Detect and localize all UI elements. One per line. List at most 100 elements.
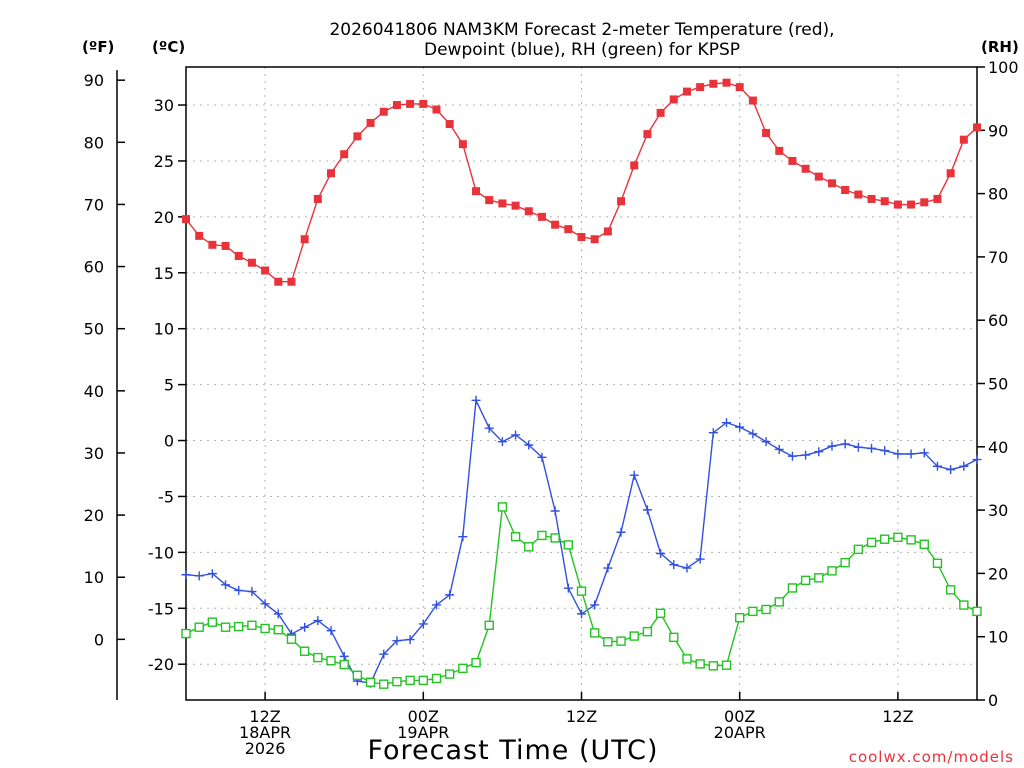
- data-point: [352, 670, 363, 681]
- data-point: [274, 277, 283, 286]
- data-point: [273, 625, 283, 635]
- celsius-tick-label: -5: [158, 487, 174, 506]
- data-point: [498, 199, 507, 208]
- data-point: [445, 590, 455, 600]
- title-line-2: Dewpoint (blue), RH (green) for KPSP: [424, 40, 740, 60]
- data-point: [339, 651, 349, 661]
- y-axis-right: 0 10 20 30 40 50 60 70 80 90 100: [977, 58, 1019, 710]
- series-line: [185, 397, 978, 684]
- x-tick-label: 00Z: [724, 707, 755, 726]
- data-point: [682, 654, 692, 664]
- fahrenheit-tick-label: 70: [84, 195, 104, 214]
- data-point: [682, 563, 692, 573]
- data-point: [221, 580, 231, 590]
- data-point: [840, 557, 850, 568]
- data-point: [458, 532, 468, 542]
- y-axis-left: -20 -15 -10 -5 0 5 10 15 20 25 30 0 10 20 30 40 50 60 70 80…: [84, 71, 186, 674]
- data-point: [827, 566, 837, 576]
- fahrenheit-tick-label: 30: [84, 444, 104, 463]
- series-dewpoint: [181, 395, 982, 688]
- data-point: [379, 107, 388, 116]
- data-point: [471, 657, 481, 668]
- celsius-tick-label: 0: [164, 432, 174, 451]
- data-point: [313, 616, 323, 626]
- series-line: [185, 81, 978, 283]
- data-point: [576, 586, 587, 596]
- data-point: [932, 558, 943, 568]
- series-rh: [181, 502, 982, 689]
- data-point: [537, 452, 547, 462]
- title-line-1: 2026041806 NAM3KM Forecast 2-meter Tempe…: [329, 20, 834, 40]
- data-point: [603, 637, 613, 647]
- data-point: [800, 575, 811, 586]
- rh-unit-label: (RH): [981, 38, 1019, 56]
- data-point: [484, 620, 494, 631]
- data-point: [669, 560, 679, 570]
- data-point: [801, 164, 810, 173]
- fahrenheit-tick-label: 10: [84, 568, 104, 587]
- x-tick-label: 18APR: [239, 723, 291, 742]
- data-point: [919, 539, 929, 549]
- data-point: [563, 540, 574, 550]
- rh-tick-label: 100: [988, 58, 1019, 77]
- data-point: [340, 150, 349, 159]
- fahrenheit-tick-label: 90: [84, 71, 104, 90]
- data-point: [617, 197, 626, 206]
- data-point: [472, 187, 481, 196]
- data-point: [748, 96, 757, 105]
- data-point: [418, 675, 428, 686]
- data-point: [919, 448, 929, 458]
- rh-tick-label: 70: [988, 248, 1008, 267]
- data-point: [708, 661, 719, 671]
- data-point: [326, 656, 336, 666]
- celsius-tick-label: 5: [164, 376, 174, 395]
- data-point: [867, 443, 877, 453]
- rh-tick-label: 40: [988, 438, 1008, 457]
- data-point: [590, 600, 600, 610]
- data-point: [735, 613, 745, 623]
- data-point: [247, 587, 257, 597]
- fahrenheit-tick-label: 0: [94, 630, 104, 649]
- data-point: [840, 439, 850, 449]
- x-tick-label: 12Z: [566, 707, 597, 726]
- data-point: [379, 679, 389, 689]
- data-point: [564, 225, 573, 234]
- data-point: [959, 135, 968, 144]
- data-point: [444, 669, 455, 679]
- series-temperature: [182, 78, 981, 286]
- rh-tick-label: 10: [988, 628, 1008, 647]
- data-point: [511, 201, 520, 210]
- data-point: [880, 197, 889, 206]
- data-point: [392, 636, 402, 646]
- data-point: [907, 200, 916, 209]
- data-point: [695, 659, 705, 669]
- data-point: [577, 232, 586, 241]
- data-point: [841, 186, 850, 195]
- data-point: [458, 140, 467, 149]
- data-point: [735, 83, 744, 92]
- data-point: [405, 675, 415, 686]
- data-point: [695, 554, 705, 564]
- data-point: [366, 118, 375, 127]
- data-point: [761, 437, 771, 447]
- data-point: [485, 196, 494, 205]
- data-point: [406, 99, 415, 108]
- data-point: [524, 207, 533, 216]
- celsius-tick-label: 30: [154, 96, 174, 115]
- data-point: [497, 437, 507, 447]
- data-point: [946, 465, 956, 475]
- celsius-tick-label: -15: [148, 599, 174, 618]
- fahrenheit-tick-label: 50: [84, 320, 104, 339]
- data-point: [431, 673, 442, 684]
- data-point: [932, 461, 942, 471]
- data-point: [787, 583, 798, 593]
- data-point: [313, 652, 323, 663]
- rh-tick-label: 50: [988, 375, 1008, 394]
- data-point: [801, 450, 811, 460]
- data-point: [234, 585, 244, 595]
- data-point: [550, 506, 560, 516]
- rh-tick-label: 20: [988, 564, 1008, 583]
- data-point: [195, 231, 204, 240]
- data-point: [537, 530, 547, 541]
- fahrenheit-tick-label: 20: [84, 506, 104, 525]
